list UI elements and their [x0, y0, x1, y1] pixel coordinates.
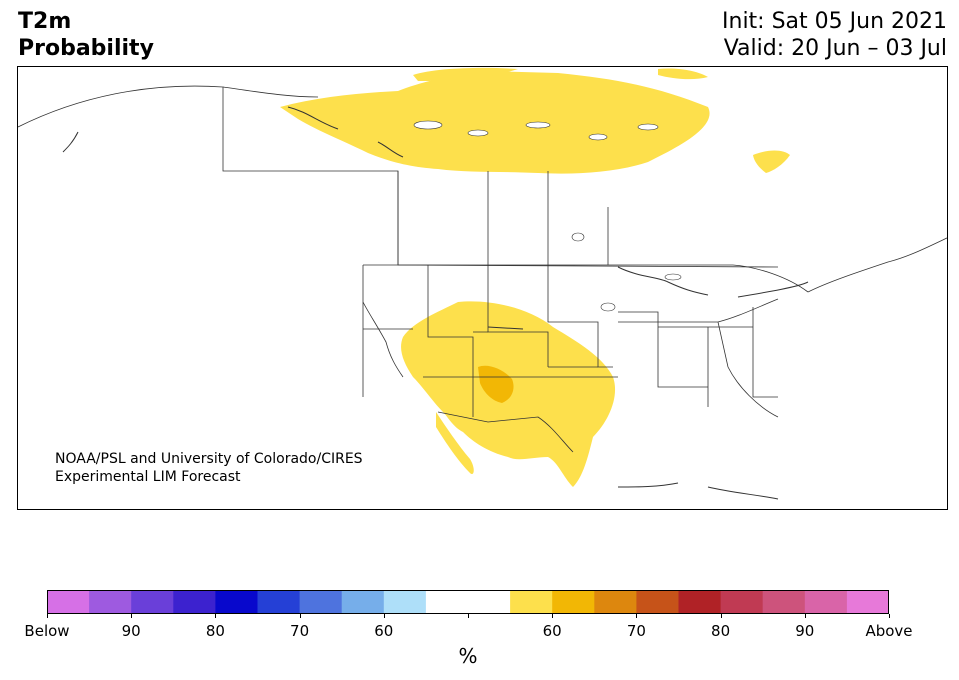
colorbar-segment — [468, 590, 511, 614]
prob-region-baja — [436, 412, 474, 475]
variable-label: T2m — [18, 9, 72, 34]
credit-text: NOAA/PSL and University of Colorado/CIRE… — [55, 450, 363, 486]
map-panel — [17, 66, 948, 510]
colorbar-segment — [47, 590, 90, 614]
colorbar-segment — [678, 590, 722, 614]
lakes-islands — [413, 120, 682, 312]
colorbar-segment — [299, 590, 343, 614]
colorbar-tick-mark — [215, 614, 217, 618]
coastline-hints — [62, 106, 809, 500]
colorbar-unit: % — [458, 644, 478, 668]
colorbar-tick-label: 60 — [542, 622, 562, 640]
colorbar-segment — [215, 590, 258, 614]
colorbar-segment — [636, 590, 679, 614]
colorbar-tick-label: 80 — [205, 622, 225, 640]
colorbar-tick-mark — [889, 614, 890, 618]
init-date: Init: Sat 05 Jun 2021 — [722, 9, 947, 34]
colorbar-segment — [594, 590, 637, 614]
colorbar-tick-label: Below — [24, 622, 70, 640]
colorbar-tick-label: 70 — [626, 622, 646, 640]
colorbar-tick-label: 70 — [290, 622, 310, 640]
chart-title: T2m Probability — [18, 8, 154, 62]
colorbar-tick-label: 90 — [795, 622, 815, 640]
colorbar-tick-label: 90 — [121, 622, 141, 640]
prob-region-hudson-east — [753, 150, 790, 173]
prob-region-arctic-islands — [413, 67, 708, 81]
colorbar-svg — [47, 590, 890, 614]
colorbar-segment — [846, 590, 890, 614]
colorbar-tick-label: 60 — [374, 622, 394, 640]
colorbar-border — [47, 590, 889, 614]
colorbar-segment — [720, 590, 764, 614]
colorbar-tick-label: 80 — [711, 622, 731, 640]
colorbar-tick-mark — [468, 614, 469, 618]
colorbar-tick-mark — [47, 614, 48, 618]
colorbar — [47, 590, 890, 614]
date-info: Init: Sat 05 Jun 2021 Valid: 20 Jun – 03… — [722, 8, 947, 62]
colorbar-segment — [762, 590, 806, 614]
political-borders — [18, 85, 947, 453]
credit-line-1: NOAA/PSL and University of Colorado/CIRE… — [55, 451, 363, 467]
colorbar-segment — [804, 590, 848, 614]
colorbar-tick-mark — [383, 614, 385, 618]
colorbar-segment — [510, 590, 553, 614]
colorbar-tick-mark — [131, 614, 133, 618]
colorbar-tick-mark — [804, 614, 806, 618]
credit-line-2: Experimental LIM Forecast — [55, 469, 241, 485]
valid-range: Valid: 20 Jun – 03 Jul — [723, 36, 947, 61]
colorbar-tick-mark — [720, 614, 722, 618]
colorbar-segment — [173, 590, 216, 614]
variable-sub-label: Probability — [18, 36, 154, 61]
prob-region-core — [478, 365, 514, 403]
colorbar-segment — [89, 590, 132, 614]
colorbar-segment — [341, 590, 385, 614]
colorbar-tick-mark — [299, 614, 301, 618]
colorbar-segment — [552, 590, 595, 614]
colorbar-tick-label: Above — [865, 622, 913, 640]
prob-region-canada-north — [280, 71, 710, 174]
colorbar-segment — [131, 590, 174, 614]
colorbar-segment — [257, 590, 301, 614]
colorbar-tick-mark — [636, 614, 638, 618]
colorbar-tick-mark — [552, 614, 554, 618]
map-svg — [18, 67, 947, 500]
colorbar-segment — [425, 590, 469, 614]
colorbar-segment — [383, 590, 427, 614]
